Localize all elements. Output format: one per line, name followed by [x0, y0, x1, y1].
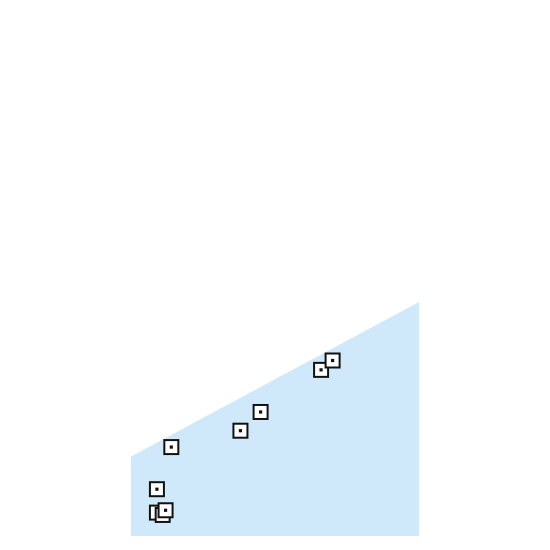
area-band [131, 302, 419, 536]
data-point-4 [148, 481, 165, 498]
data-point-7 [252, 403, 269, 420]
data-point-9 [324, 352, 341, 369]
data-point-3 [157, 502, 174, 519]
plot-area [131, 302, 419, 536]
data-point-6 [232, 422, 249, 439]
data-point-8 [313, 361, 330, 378]
data-point-5 [163, 439, 180, 456]
